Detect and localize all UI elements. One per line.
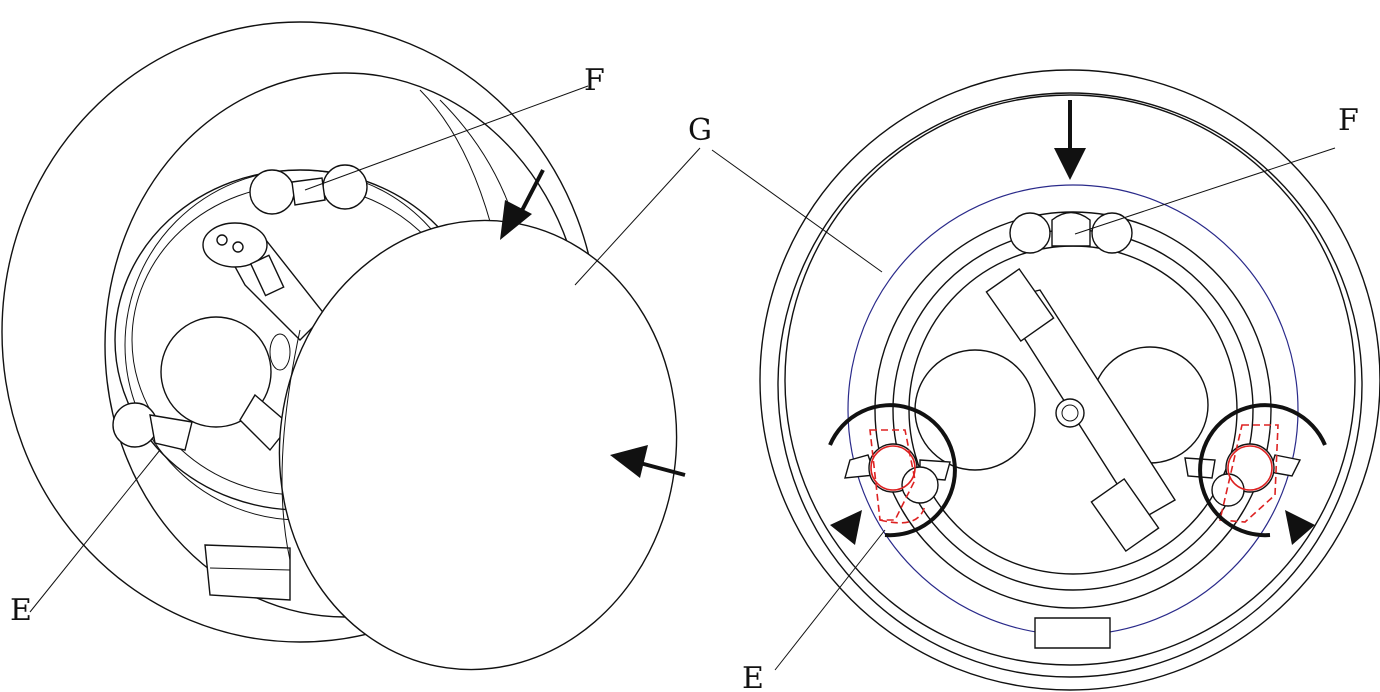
left-arrow-in (610, 445, 686, 478)
label-f-left: F (584, 63, 605, 98)
right-clip-e-right (1184, 403, 1327, 545)
left-lamp-bulb (160, 316, 272, 428)
right-view (711, 69, 1380, 691)
right-lamp-body (914, 267, 1209, 553)
right-outer-housing (759, 69, 1380, 691)
label-e-left: E (10, 593, 32, 628)
right-clip-f (1009, 211, 1133, 254)
right-clip-e-left (828, 403, 957, 545)
label-e-right: E (742, 661, 764, 692)
left-cover-disc (278, 219, 678, 671)
right-rotate-arrow-right (1285, 510, 1315, 545)
left-view (1, 21, 701, 671)
label-g: G (688, 113, 712, 148)
label-f-right: F (1338, 103, 1359, 138)
left-clip-f (249, 164, 368, 215)
left-arrow-down (500, 169, 545, 240)
left-clip-e (112, 402, 193, 451)
left-lamp-socket (202, 222, 326, 341)
right-arrow-down (1054, 100, 1086, 180)
right-rotate-arrow-left (830, 510, 862, 545)
